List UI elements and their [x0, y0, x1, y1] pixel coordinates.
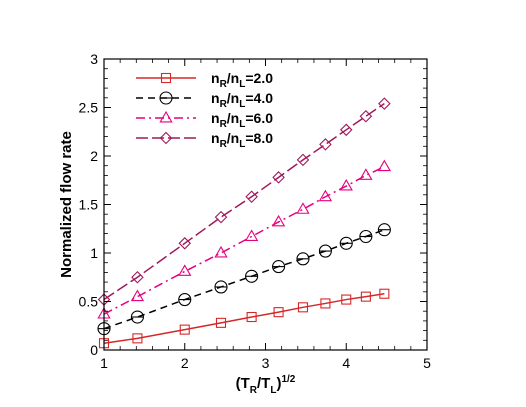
series-1-point-8	[320, 298, 331, 309]
axes: 1 2 3 4 5 0 0.5 1 1.5 2 2.5 3 (TR/TL)1/2 Normalized f…	[58, 51, 431, 396]
series-3-point-9	[339, 178, 353, 191]
series-4-point-3	[178, 237, 192, 250]
series-4-point-2	[131, 270, 144, 284]
x-tick-label: 2	[181, 355, 189, 371]
legend-label: nR/nL=2.0	[211, 70, 273, 90]
y-tick-label: 1.5	[79, 197, 99, 213]
series-1-point-10	[360, 291, 371, 302]
legend-item-3: nR/nL=6.0	[136, 110, 273, 130]
series-4-point-9	[339, 123, 353, 137]
series-4-point-6	[272, 171, 285, 184]
series-1-point-11	[379, 288, 390, 299]
x-tick-label: 5	[423, 355, 431, 371]
legend-label: nR/nL=8.0	[211, 130, 273, 150]
series-1-point-7	[297, 302, 309, 313]
y-tick-label: 3	[90, 51, 98, 67]
series-3-point-2	[130, 289, 145, 302]
legend: nR/nL=2.0nR/nL=4.0nR/nL=6.0nR/nL=8.0	[136, 70, 273, 150]
y-tick-label: 0.5	[79, 294, 99, 310]
series-4-point-10	[359, 109, 373, 123]
series-4-point-4	[214, 210, 228, 224]
series-3-point-3	[178, 264, 192, 276]
x-axis-title: (TR/TL)1/2	[236, 374, 296, 396]
series-3-point-11	[377, 159, 392, 172]
series-1-point-3	[179, 324, 190, 335]
series-4-point-7	[296, 153, 310, 167]
y-axis-title: Normalized flow rate	[58, 131, 75, 278]
y-tick-label: 2	[90, 148, 98, 164]
y-tick-label: 2.5	[79, 100, 99, 116]
legend-marker	[160, 72, 172, 84]
legend-marker	[159, 131, 173, 145]
y-tick-label: 0	[90, 342, 98, 358]
series-1-point-4	[215, 317, 227, 328]
series-1	[98, 288, 390, 349]
series-2-line	[103, 229, 385, 330]
x-tick-label: 1	[100, 355, 108, 371]
legend-item-1: nR/nL=2.0	[136, 70, 273, 90]
series-4-point-11	[378, 97, 391, 110]
series-1-point-9	[341, 294, 352, 305]
x-tick-label: 4	[342, 355, 350, 371]
series-4-line	[103, 103, 385, 301]
legend-label: nR/nL=4.0	[211, 90, 273, 110]
plot-area	[97, 97, 392, 349]
legend-item-4: nR/nL=8.0	[136, 130, 273, 150]
series-3-point-8	[318, 189, 333, 202]
series-3	[97, 159, 392, 319]
y-tick-label: 1	[90, 245, 98, 261]
series-3-point-6	[271, 214, 286, 227]
series-3-point-4	[214, 245, 228, 258]
x-tick-label: 3	[262, 355, 270, 371]
series-4-point-8	[319, 138, 332, 151]
series-3-point-10	[359, 168, 373, 180]
series-1-point-2	[132, 333, 143, 344]
series-2	[97, 223, 391, 336]
series-1-line	[103, 292, 385, 344]
series-3-point-5	[244, 229, 259, 241]
legend-item-2: nR/nL=4.0	[136, 90, 273, 110]
series-4-point-5	[245, 190, 258, 204]
series-1-point-5	[246, 311, 257, 323]
series-3-line	[103, 165, 385, 315]
legend-marker	[159, 110, 173, 123]
legend-label: nR/nL=6.0	[211, 110, 273, 130]
series-1-point-6	[273, 307, 284, 318]
series-3-point-7	[296, 202, 310, 214]
